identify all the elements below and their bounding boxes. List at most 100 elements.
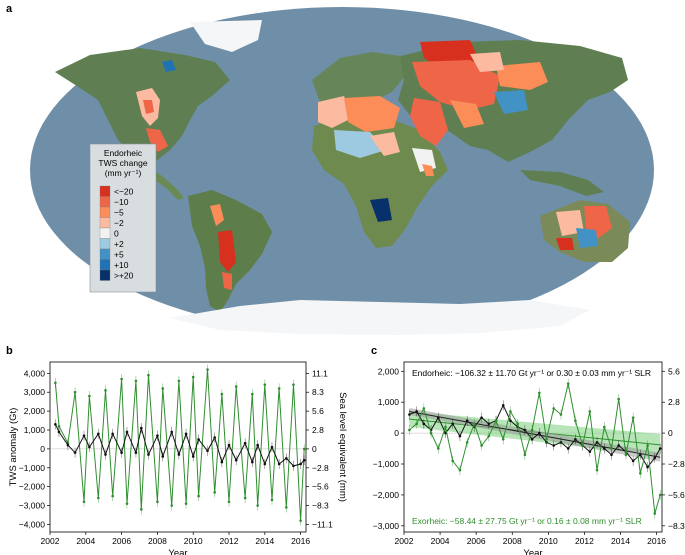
panel-c-series-green-point	[646, 444, 649, 447]
legend-swatch	[99, 185, 111, 197]
panel-c-series-green-point	[458, 468, 462, 472]
panel-c-plot-frame	[403, 361, 663, 533]
panel-c-x-axis-label: Year	[523, 548, 542, 555]
panel-c-y-tick-label: −3,000	[373, 521, 400, 531]
panel-b-series-black-point	[54, 423, 57, 426]
panel-b-series-green-point	[73, 390, 77, 394]
panel-c-series-black-point	[639, 453, 642, 457]
panel-c-series-green-point	[487, 434, 491, 438]
panel-c-series-black-point	[617, 444, 620, 447]
basin-arabia	[410, 98, 448, 146]
panel-b-series-green-point	[177, 379, 181, 383]
legend-swatch	[99, 269, 111, 281]
panel-c-y-tick-label: 1,000	[378, 397, 400, 407]
panel-c-series-black-point	[523, 428, 527, 432]
basin-canada	[162, 60, 176, 72]
panel-c-series-green-point	[465, 441, 469, 444]
map-se-asia	[520, 170, 604, 196]
panel-b-series-black-point	[213, 436, 216, 439]
basin-great-basin	[143, 100, 154, 114]
panel-c-series-green-point	[617, 397, 620, 401]
panel-c-series-black-point	[653, 456, 657, 460]
legend-label: −2	[114, 218, 124, 228]
panel-c-series-green-point	[566, 382, 570, 385]
panel-c-annotation-endorheic: Endorheic: −106.32 ± 11.70 Gt yr⁻¹ or 0.…	[412, 368, 651, 378]
panel-b-series-black-point	[147, 453, 150, 456]
legend-title-line1: Endorheic	[104, 148, 143, 158]
panel-b-series-black-point	[73, 451, 77, 454]
panel-b-y-tick-label: −4,000	[19, 519, 46, 529]
legend-label: +5	[114, 249, 124, 259]
panel-b-series-green-point	[302, 447, 306, 451]
panel-b-series-black-point	[125, 430, 129, 434]
panel-b-series-green-point	[97, 496, 100, 500]
panel-c-x-tick-label: 2016	[647, 536, 666, 546]
legend-title-line2: TWS change	[98, 158, 147, 168]
basin-iran	[450, 100, 484, 128]
legend-label: +2	[114, 239, 124, 249]
panel-c-series-green-point	[581, 444, 584, 447]
panel-b-series-black-point	[170, 430, 174, 434]
panel-c-series-green-point	[545, 437, 548, 441]
panel-b-y-tick-label: −2,000	[19, 482, 46, 492]
panel-c-chart: 2,000 1,000 0 −1,000 −2,000 −3,000 5.6 2.8 0 −2.8…	[373, 361, 685, 555]
panel-b-series-green-point	[270, 498, 274, 502]
panel-b-series-black-point	[302, 458, 306, 462]
legend-label: >+20	[114, 270, 134, 280]
panel-b-series-black-point	[227, 443, 231, 447]
panel-c-y-tick-label: 2,000	[378, 366, 400, 376]
panel-b-series-black-point	[191, 455, 195, 458]
legend-label: 0	[114, 228, 119, 238]
panel-c-x-tick-label: 2002	[395, 536, 414, 546]
panel-c-series-black-point	[509, 419, 512, 423]
panel-c-x-tick-label: 2004	[431, 536, 450, 546]
panel-c-series-green-point	[538, 391, 541, 395]
panel-b-series-green-point	[184, 502, 188, 505]
basin-mexico	[146, 128, 168, 152]
panel-b-y-tick-label: 3,000	[24, 387, 46, 397]
panel-b-series-black-point	[82, 434, 86, 437]
panel-b-series-black-point	[140, 426, 143, 430]
legend-entries: <−20−10−5−20+2+5+10>+20	[99, 185, 134, 281]
panel-b-series-green-point	[147, 373, 150, 377]
panel-b-series-green-point	[170, 504, 174, 507]
panel-c-y-tick-label: 0	[394, 428, 399, 438]
panel-c-series-black-point	[444, 431, 447, 435]
panel-c-series-green-point	[436, 447, 440, 450]
panel-b-series-green-point	[263, 383, 267, 386]
panel-c-series-green-point	[429, 431, 433, 435]
legend-label: +10	[114, 260, 129, 270]
map-greenland	[190, 20, 262, 52]
panel-b-series-black-point	[250, 460, 254, 464]
panel-b-y-tick-label: −1,000	[19, 463, 46, 473]
panel-b-series-black-point	[220, 460, 224, 464]
panel-b-series-green-point	[134, 379, 138, 383]
panel-c-series-black-line	[409, 404, 661, 468]
panel-b-series-black-point	[88, 445, 91, 449]
panel-c-series-black-point	[588, 450, 592, 453]
panel-c-y2-tick-label: −2.8	[668, 459, 685, 469]
panel-b-series-green-point	[250, 392, 254, 396]
panel-b-x-tick-label: 2008	[148, 536, 167, 546]
panel-c-series-green-point	[552, 407, 556, 410]
panel-b-x-tick-label: 2002	[41, 536, 60, 546]
panel-c-series-black-point	[552, 444, 556, 447]
panel-b-y-tick-label: 0	[40, 444, 45, 454]
panel-c-series-black-point	[574, 437, 577, 441]
panel-c-series-green-point	[509, 410, 512, 413]
panel-b-series-green-point	[197, 494, 200, 498]
panel-b-x-tick-label: 2004	[76, 536, 95, 546]
panel-b-x-tick-label: 2014	[255, 536, 274, 546]
panel-c-series-black-point	[480, 416, 483, 419]
panel-b-series-black-point	[277, 462, 281, 466]
panel-c-series-green-point	[473, 422, 476, 426]
panel-letter-a: a	[6, 3, 13, 15]
panel-c-series-green-point	[451, 459, 455, 463]
panel-b-series-green-point	[292, 383, 295, 386]
panel-c-x-tick-label: 2014	[611, 536, 630, 546]
panel-b-series-green-point	[161, 387, 165, 390]
panel-c-series-black-point	[631, 459, 635, 463]
panel-b-y2-axis-label: Sea level equivalent (mm)	[337, 392, 348, 502]
panel-c-series-green-point	[631, 416, 635, 419]
